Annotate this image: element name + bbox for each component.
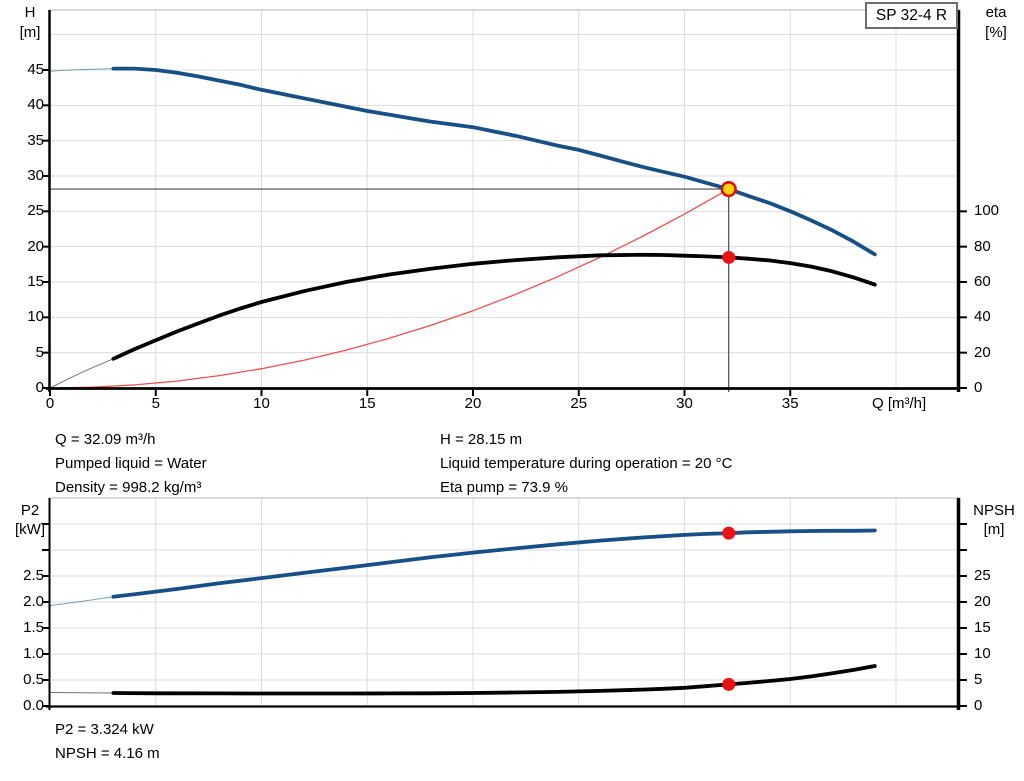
npsh-point-marker xyxy=(722,677,736,691)
eta-axis-unit: [%] xyxy=(985,24,1007,41)
info-liquid-line: Pumped liquid = Water xyxy=(55,455,207,472)
npsh-curve-thin xyxy=(49,692,114,694)
q-axis-title: Q [m³/h] xyxy=(872,395,927,412)
system-curve xyxy=(49,188,730,389)
pump-model-badge: SP 32-4 R xyxy=(865,2,958,29)
p2-axis-title: P2 xyxy=(20,502,40,519)
p2-axis-unit: [kW] xyxy=(15,521,45,538)
info-temp-line: Liquid temperature during operation = 20… xyxy=(440,455,733,472)
npsh-curve xyxy=(111,664,877,696)
info-p2-line: P2 = 3.324 kW xyxy=(55,721,154,738)
info-q-line: Q = 32.09 m³/h xyxy=(55,431,156,448)
info-density-line: Density = 998.2 kg/m³ xyxy=(55,479,202,496)
power-info: P2 = 3.324 kW NPSH = 4.16 m xyxy=(55,718,160,766)
h-axis-unit: [m] xyxy=(19,24,41,41)
info-eta-line: Eta pump = 73.9 % xyxy=(440,479,568,496)
duty-info-right: H = 28.15 m Liquid temperature during op… xyxy=(440,428,732,500)
eta-axis-title: eta xyxy=(985,4,1007,21)
npsh-axis-title: NPSH xyxy=(973,502,1015,519)
eta-point-marker xyxy=(722,250,736,264)
head-curve-thin xyxy=(49,68,114,72)
p2-curve-thin xyxy=(49,596,114,607)
head-curve xyxy=(111,66,877,257)
eta-curve xyxy=(111,252,877,361)
p2-curve xyxy=(111,528,877,599)
info-h-line: H = 28.15 m xyxy=(440,431,523,448)
pump-model-label: SP 32-4 R xyxy=(875,6,948,24)
duty-info-left: Q = 32.09 m³/h Pumped liquid = Water Den… xyxy=(55,428,207,500)
p2-point-marker xyxy=(722,526,736,540)
npsh-axis-unit: [m] xyxy=(983,521,1005,538)
info-npsh-line: NPSH = 4.16 m xyxy=(55,745,160,762)
duty-point-marker[interactable] xyxy=(720,180,737,198)
eta-curve-thin xyxy=(49,358,114,389)
h-axis-title: H xyxy=(24,4,36,21)
